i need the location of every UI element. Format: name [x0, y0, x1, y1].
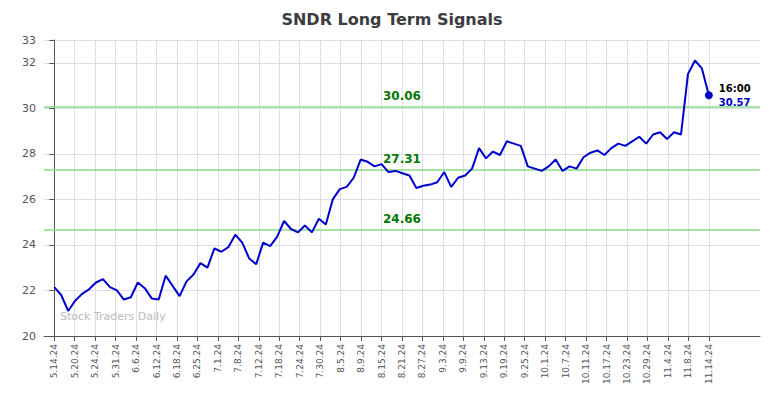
- svg-text:5.24.24: 5.24.24: [90, 344, 100, 379]
- svg-text:10.23.24: 10.23.24: [622, 344, 632, 384]
- svg-text:11.14.24: 11.14.24: [704, 344, 714, 384]
- svg-text:28: 28: [22, 147, 36, 160]
- svg-text:5.31.24: 5.31.24: [111, 344, 121, 379]
- svg-text:9.25.24: 9.25.24: [520, 344, 530, 379]
- svg-text:9.13.24: 9.13.24: [479, 344, 489, 379]
- svg-text:SNDR Long Term Signals: SNDR Long Term Signals: [281, 10, 502, 29]
- svg-text:5.14.24: 5.14.24: [49, 344, 59, 379]
- svg-text:32: 32: [22, 56, 36, 69]
- svg-text:11.4.24: 11.4.24: [663, 344, 673, 379]
- svg-text:9.19.24: 9.19.24: [499, 344, 509, 379]
- svg-text:7.24.24: 7.24.24: [295, 344, 305, 379]
- svg-text:10.11.24: 10.11.24: [581, 344, 591, 384]
- svg-text:5.20.24: 5.20.24: [70, 344, 80, 379]
- svg-text:8.15.24: 8.15.24: [377, 344, 387, 379]
- svg-text:9.9.24: 9.9.24: [458, 344, 468, 373]
- svg-text:27.31: 27.31: [383, 152, 421, 166]
- svg-text:11.8.24: 11.8.24: [683, 344, 693, 379]
- svg-text:6.6.24: 6.6.24: [131, 344, 141, 373]
- svg-text:Stock Traders Daily: Stock Traders Daily: [60, 310, 166, 323]
- svg-text:7.8.24: 7.8.24: [233, 344, 243, 373]
- svg-text:22: 22: [22, 284, 36, 297]
- svg-text:9.3.24: 9.3.24: [438, 344, 448, 373]
- svg-text:20: 20: [22, 330, 36, 343]
- svg-text:10.17.24: 10.17.24: [602, 344, 612, 384]
- svg-text:8.5.24: 8.5.24: [336, 344, 346, 373]
- svg-text:7.1.24: 7.1.24: [213, 344, 223, 373]
- svg-text:24: 24: [22, 238, 36, 251]
- svg-text:26: 26: [22, 193, 36, 206]
- svg-text:10.1.24: 10.1.24: [540, 344, 550, 379]
- svg-text:10.7.24: 10.7.24: [561, 344, 571, 379]
- svg-text:33: 33: [22, 34, 36, 47]
- svg-text:6.12.24: 6.12.24: [152, 344, 162, 379]
- svg-text:7.30.24: 7.30.24: [315, 344, 325, 379]
- svg-text:30.06: 30.06: [383, 89, 421, 103]
- svg-text:6.18.24: 6.18.24: [172, 344, 182, 379]
- svg-text:10.29.24: 10.29.24: [642, 344, 652, 384]
- svg-text:16:00: 16:00: [719, 83, 751, 94]
- svg-text:8.27.24: 8.27.24: [417, 344, 427, 379]
- svg-text:30.57: 30.57: [719, 97, 751, 108]
- svg-text:24.66: 24.66: [383, 212, 421, 226]
- svg-text:7.12.24: 7.12.24: [254, 344, 264, 379]
- svg-text:30: 30: [22, 102, 36, 115]
- svg-text:6.25.24: 6.25.24: [192, 344, 202, 379]
- svg-text:8.9.24: 8.9.24: [356, 344, 366, 373]
- svg-text:7.18.24: 7.18.24: [274, 344, 284, 379]
- svg-text:8.21.24: 8.21.24: [397, 344, 407, 379]
